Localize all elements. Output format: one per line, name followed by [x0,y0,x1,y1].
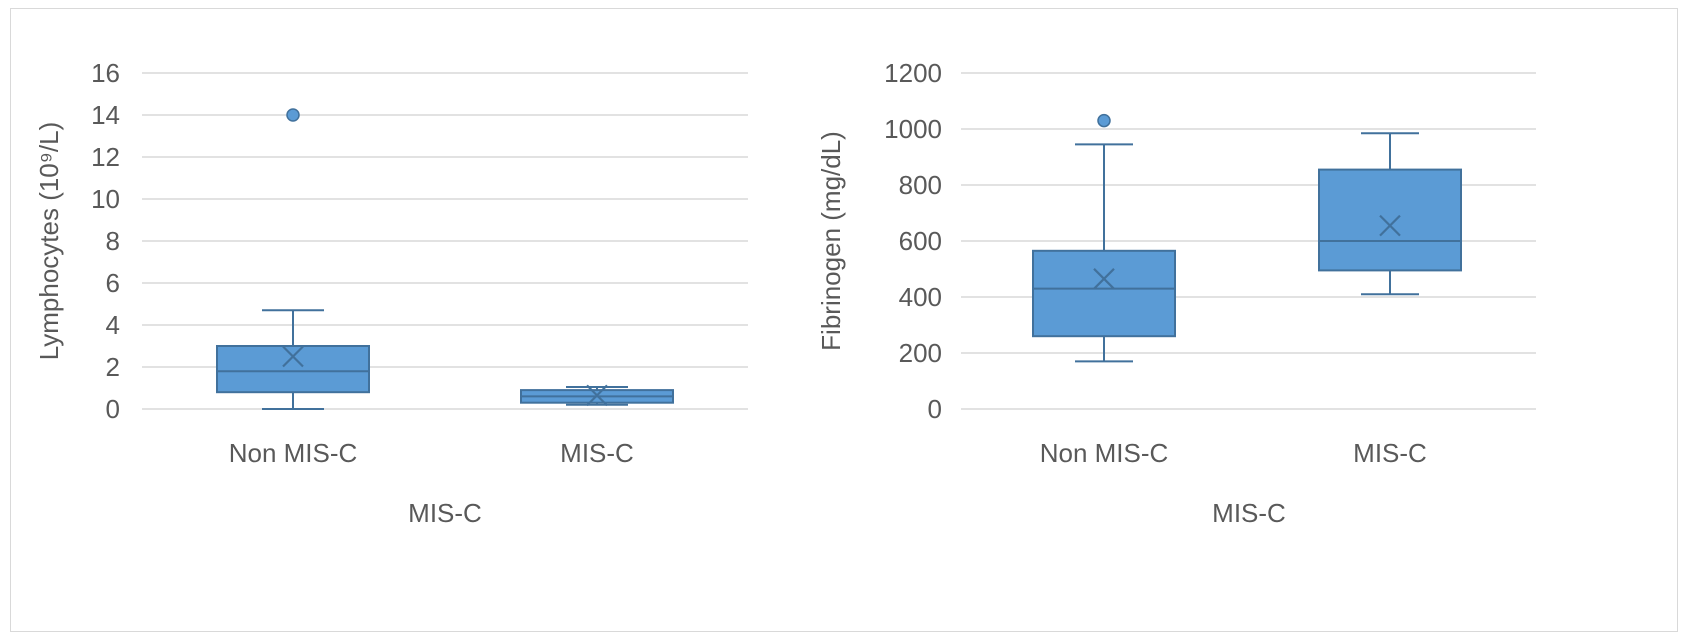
mean-marker [1379,214,1401,237]
y-axis-title: Lymphocytes (10⁹/L) [34,122,64,361]
y-tick-label: 14 [91,100,120,130]
y-tick-label: 0 [928,394,942,424]
mean-marker [282,345,304,368]
x-tick-label: Non MIS-C [229,438,358,468]
y-tick-label: 12 [91,142,120,172]
fibrinogen-chart: 0 200 400 600 800 1000 1200 Non MIS-C MIS-C MIS-C… [816,58,1536,528]
y-tick-label: 10 [91,184,120,214]
y-tick-label: 8 [106,226,120,256]
y-tick-label: 2 [106,352,120,382]
mean-marker [1093,268,1115,290]
y-tick-label: 1000 [884,114,942,144]
lymphocytes-chart: 0 2 4 6 8 10 12 14 16 Non MIS-C MIS-C MIS-C Lymphocy… [34,58,748,528]
y-tick-label: 200 [899,338,942,368]
iqr-box [1032,249,1176,338]
x-tick-label: MIS-C [1353,438,1427,468]
iqr-box [216,345,370,394]
x-tick-label: MIS-C [560,438,634,468]
outlier-point [286,108,300,122]
y-tick-label: 600 [899,226,942,256]
y-tick-label: 4 [106,310,120,340]
x-axis-title: MIS-C [1212,498,1286,528]
mean-marker [586,384,608,407]
y-tick-label: 400 [899,282,942,312]
y-tick-label: 6 [106,268,120,298]
y-tick-label: 800 [899,170,942,200]
y-tick-label: 0 [106,394,120,424]
x-axis-title: MIS-C [408,498,482,528]
outlier-point [1097,113,1111,128]
iqr-box [1318,168,1462,272]
y-axis-title: Fibrinogen (mg/dL) [816,131,846,351]
y-tick-label: 16 [91,58,120,88]
y-tick-label: 1200 [884,58,942,88]
x-tick-label: Non MIS-C [1040,438,1169,468]
